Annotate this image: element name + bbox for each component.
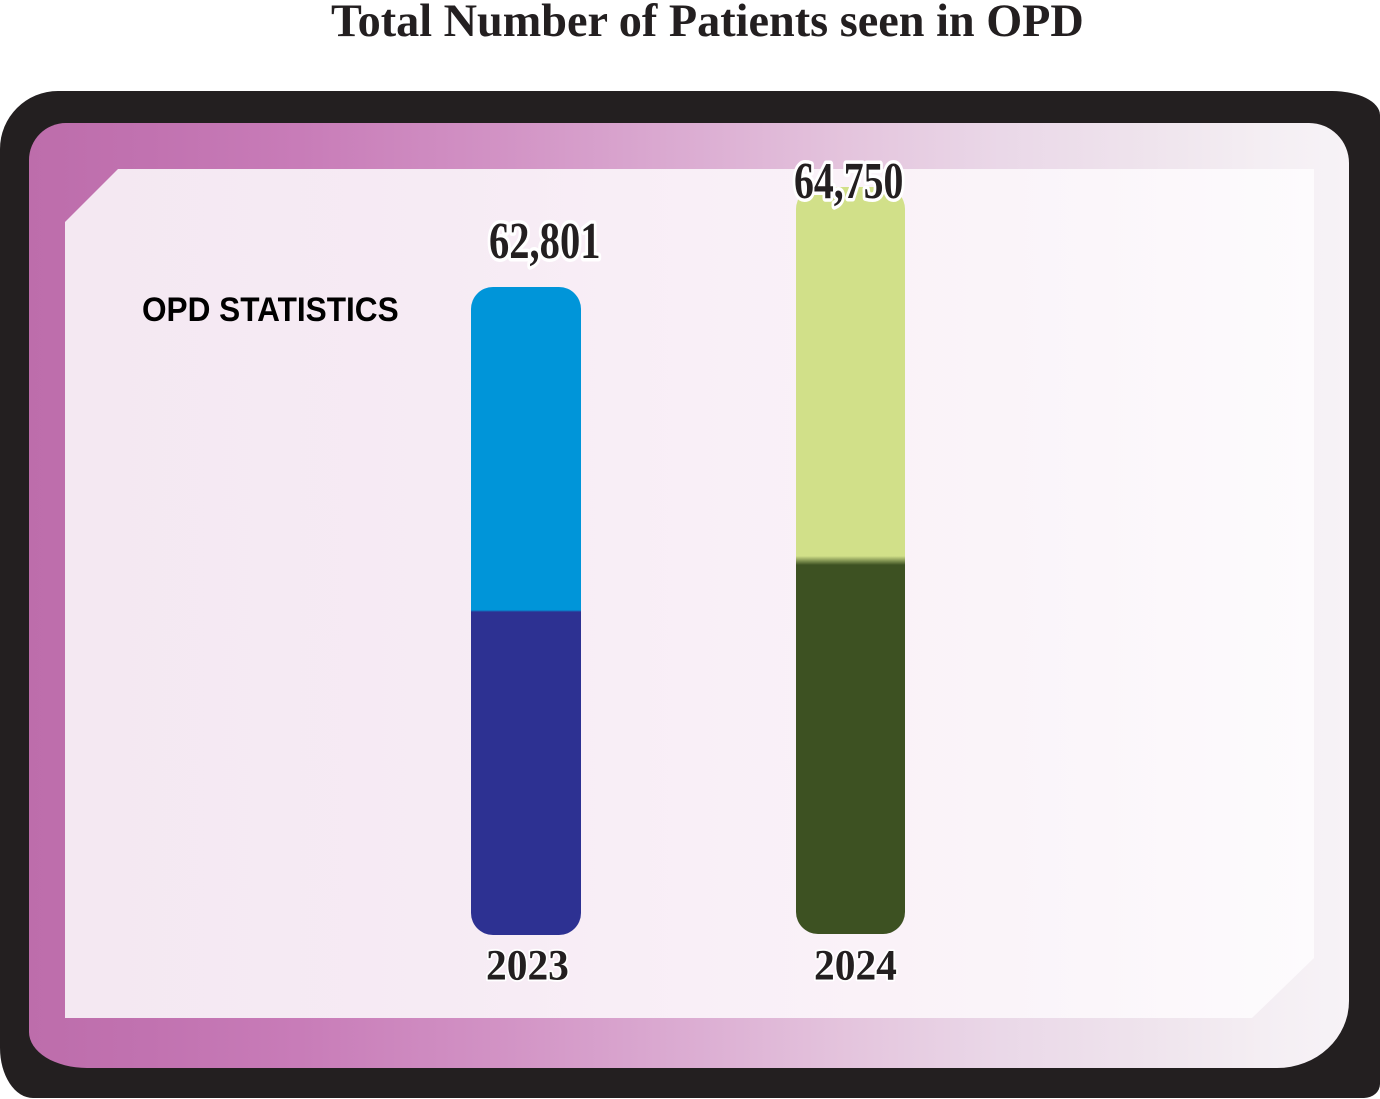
svg-text:64,750: 64,750: [794, 152, 903, 209]
svg-text:2024: 2024: [814, 942, 897, 990]
svg-text:62,801: 62,801: [489, 214, 600, 271]
svg-text:2023: 2023: [486, 942, 569, 990]
